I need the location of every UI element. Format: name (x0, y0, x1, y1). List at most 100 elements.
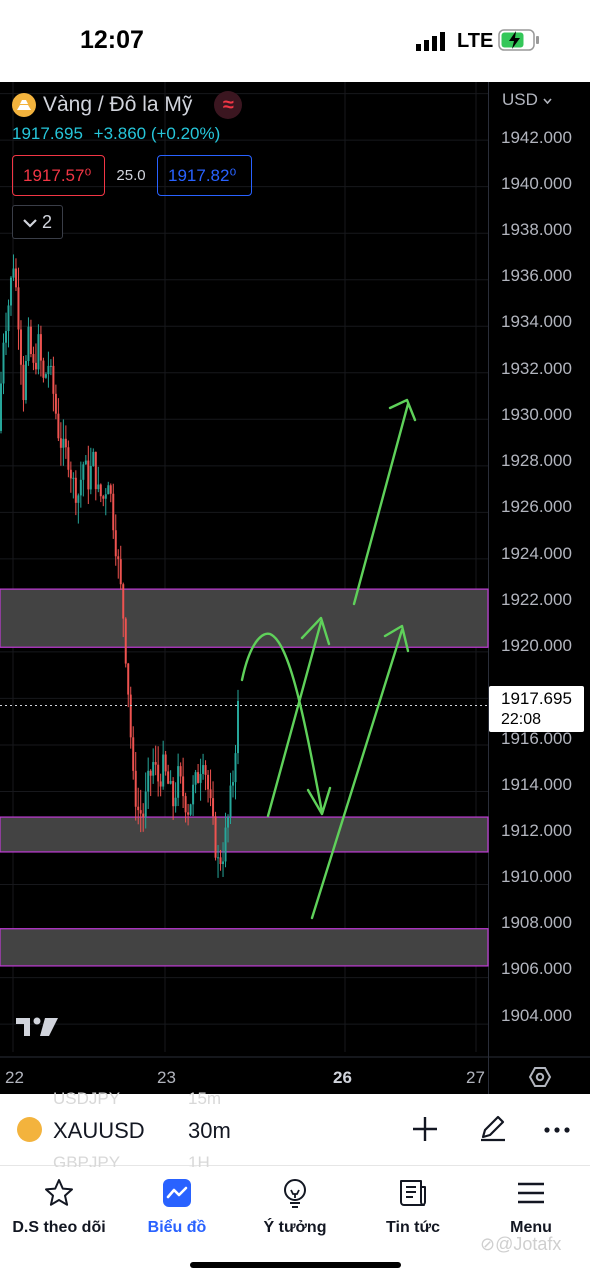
candle-body (129, 694, 132, 738)
plus-icon[interactable] (411, 1115, 439, 1143)
scenario-arrow (352, 402, 410, 606)
support-resistance-zone (0, 588, 489, 648)
candle-body (197, 772, 200, 783)
candle-body (24, 360, 27, 401)
sell-button[interactable]: 1917.57⁰ (12, 155, 105, 196)
candle-body (2, 342, 5, 384)
buy-button[interactable]: 1917.82⁰ (157, 155, 252, 196)
scenario-arrowhead (300, 616, 331, 646)
candle-body (7, 305, 10, 332)
nav-ideas[interactable]: Ý tưởng (236, 1177, 354, 1237)
candle-body (87, 460, 90, 490)
ghost-ticker-above: USDJPY (53, 1089, 121, 1108)
chevron-down-icon (543, 97, 552, 104)
settings-icon[interactable] (528, 1065, 552, 1089)
tradingview-logo-icon[interactable] (16, 1016, 60, 1038)
chart-canvas[interactable] (0, 82, 590, 1094)
nav-label: D.S theo dõi (12, 1219, 106, 1236)
candle-body (172, 780, 175, 807)
candle-body (119, 559, 122, 585)
candle-body (204, 765, 207, 775)
candle-body (17, 287, 20, 330)
candle-body (92, 451, 95, 466)
candle-body (184, 796, 187, 813)
candle-body (77, 495, 80, 503)
gold-logo-icon (12, 93, 36, 117)
candle-body (177, 766, 180, 798)
candle-body (54, 393, 57, 414)
price-change: +3.860 (+0.20%) (93, 124, 221, 143)
symbol-ticker[interactable]: XAUUSD (53, 1118, 145, 1143)
price-axis-label: 1942.000 (501, 128, 572, 147)
candle-body (182, 776, 185, 797)
candle-body (39, 334, 42, 361)
interval-selector[interactable]: 30m (188, 1118, 231, 1143)
candle-body (189, 804, 192, 815)
pen-icon[interactable] (478, 1112, 508, 1142)
nav-menu[interactable]: Menu (472, 1177, 590, 1237)
time-axis-label: 23 (157, 1068, 176, 1087)
price-axis-label: 1914.000 (501, 775, 572, 794)
price-axis-label: 1906.000 (501, 959, 572, 978)
candle-body (72, 477, 75, 479)
price-axis-label: 1910.000 (501, 867, 572, 886)
currency-label: USD (502, 90, 538, 109)
candle-body (114, 530, 117, 557)
currency-select[interactable]: USD (502, 90, 552, 110)
watermark: ⊘@Jotafx (480, 1234, 562, 1254)
candle-body (162, 754, 165, 787)
candle-body (74, 477, 77, 503)
nav-news[interactable]: Tin tức (354, 1177, 472, 1237)
home-indicator (190, 1262, 401, 1268)
menu-icon (518, 1182, 544, 1204)
candle-body (29, 326, 32, 355)
candle-body (154, 762, 157, 765)
symbol-bar[interactable]: USDJPY 15m GBPJPY 1H XAUUSD 30m (0, 1089, 590, 1172)
status-bar: 12:07 LTE (0, 0, 590, 82)
price-axis-label: 1920.000 (501, 636, 572, 655)
candle-body (199, 773, 202, 783)
price-axis-label: 1936.000 (501, 266, 572, 285)
more-icon[interactable] (543, 1125, 571, 1135)
price-axis-label: 1912.000 (501, 821, 572, 840)
nav-chart[interactable]: Biểu đồ (118, 1177, 236, 1237)
candle-body (94, 451, 97, 490)
chart-area[interactable]: Vàng / Đô la Mỹ ≈ 1917.695 +3.860 (+0.20… (0, 82, 590, 1094)
candle-body (104, 494, 107, 499)
candle-body (89, 465, 92, 490)
candle-body (62, 438, 65, 448)
candle-body (19, 329, 22, 365)
candle-body (4, 331, 7, 343)
candle-body (64, 438, 67, 448)
time-axis-label: 22 (5, 1068, 24, 1087)
candle-body (67, 447, 70, 470)
last-price-tag: 1917.695 22:08 (489, 686, 584, 732)
battery-charging-icon (498, 29, 539, 51)
candle-body (69, 469, 72, 479)
indicators-toggle-button[interactable]: 2 (12, 205, 63, 239)
network-label: LTE (457, 30, 494, 52)
time-axis-label: 26 (333, 1068, 352, 1087)
candle-body (137, 806, 140, 811)
price-axis-label: 1938.000 (501, 220, 572, 239)
candle-body (212, 798, 215, 817)
candle-body (0, 383, 2, 431)
candle-body (37, 334, 40, 370)
scenario-arrow (310, 628, 404, 920)
candle-body (49, 365, 52, 367)
nav-watchlist[interactable]: D.S theo dõi (0, 1177, 118, 1237)
symbol-name: Vàng / Đô la Mỹ (43, 93, 193, 116)
price-axis-label: 1926.000 (501, 497, 572, 516)
star-icon (45, 1179, 73, 1206)
candle-body (14, 268, 17, 288)
symbol-header[interactable]: Vàng / Đô la Mỹ ≈ (12, 91, 243, 119)
nav-label: Biểu đồ (147, 1219, 207, 1236)
candle-body (147, 770, 150, 792)
scenario-arrow (266, 620, 323, 818)
candle-body (47, 365, 50, 375)
candle-body (79, 479, 82, 496)
bar-countdown: 22:08 (501, 711, 542, 728)
candle-body (139, 810, 142, 814)
realtime-badge-icon[interactable]: ≈ (214, 91, 243, 119)
price-axis-label: 1930.000 (501, 405, 572, 424)
